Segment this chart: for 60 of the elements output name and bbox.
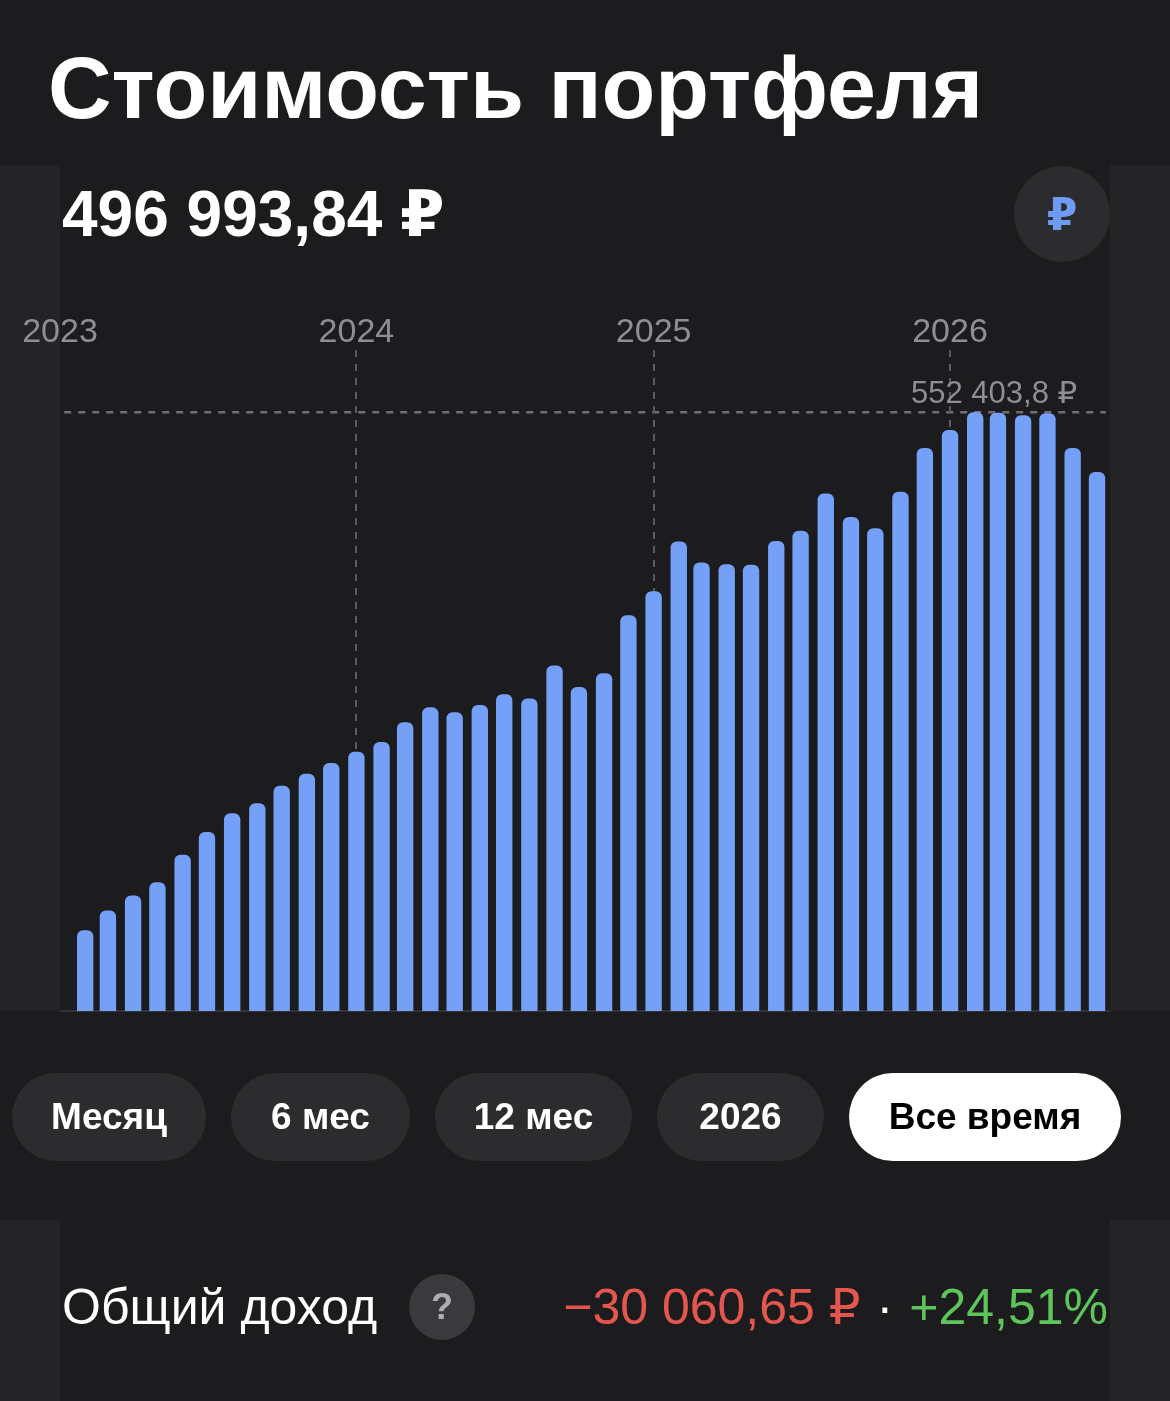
period-button: 6 мес <box>231 1073 410 1161</box>
x-tick-label: 2024 <box>318 311 395 350</box>
bar <box>99 910 117 1011</box>
bar <box>645 591 662 1011</box>
bar <box>742 564 760 1011</box>
bar <box>348 751 365 1011</box>
period-button: 12 мес <box>435 1073 632 1161</box>
bar <box>149 882 166 1011</box>
text: −30 060,65 ₽ <box>563 1278 861 1337</box>
bar <box>989 412 1007 1011</box>
bar <box>174 854 191 1011</box>
bar <box>273 785 290 1011</box>
bar <box>718 564 735 1011</box>
period-button: Все время <box>849 1073 1121 1161</box>
bar <box>198 831 216 1011</box>
bar <box>892 491 909 1011</box>
x-tick-label: 2026 <box>912 311 988 350</box>
bar <box>595 673 613 1011</box>
bar <box>842 516 860 1011</box>
chart-title: Стоимость портфеля <box>48 37 984 139</box>
bar <box>249 803 266 1011</box>
bar <box>941 430 959 1011</box>
bar <box>817 493 834 1011</box>
text: +24,51% <box>909 1278 1108 1337</box>
bar <box>792 530 809 1011</box>
bar <box>298 773 316 1011</box>
bar <box>620 615 637 1011</box>
help-button: ? <box>409 1274 475 1340</box>
ref-line-label: 552 403,8 ₽ <box>911 375 1078 410</box>
bar <box>670 541 687 1011</box>
text: Общий доход <box>62 1278 378 1337</box>
bar <box>693 562 710 1011</box>
bar <box>570 687 588 1011</box>
bar <box>916 448 934 1011</box>
bar <box>471 704 489 1011</box>
bar <box>446 712 463 1011</box>
bar <box>1039 413 1056 1011</box>
x-tick-label: 2023 <box>22 311 98 350</box>
bar <box>373 742 390 1011</box>
bar <box>867 528 884 1011</box>
currency-button: ₽ <box>1014 166 1110 262</box>
bar <box>124 895 142 1011</box>
period-button: 2026 <box>657 1073 824 1161</box>
bar <box>1064 448 1081 1011</box>
bar <box>76 930 94 1011</box>
bar <box>323 763 340 1011</box>
text: · <box>876 1278 894 1337</box>
bar <box>223 813 241 1011</box>
bar <box>768 540 785 1011</box>
bar <box>496 694 513 1011</box>
bar <box>546 665 563 1011</box>
bar <box>967 412 984 1011</box>
bar <box>521 698 538 1011</box>
bar <box>1088 472 1106 1011</box>
x-tick-label: 2025 <box>615 311 692 350</box>
bar <box>422 707 439 1011</box>
chart-subtitle: 496 993,84 ₽ <box>62 177 445 252</box>
bar <box>1014 415 1032 1011</box>
period-button: Месяц <box>12 1073 206 1161</box>
bar <box>396 722 414 1011</box>
